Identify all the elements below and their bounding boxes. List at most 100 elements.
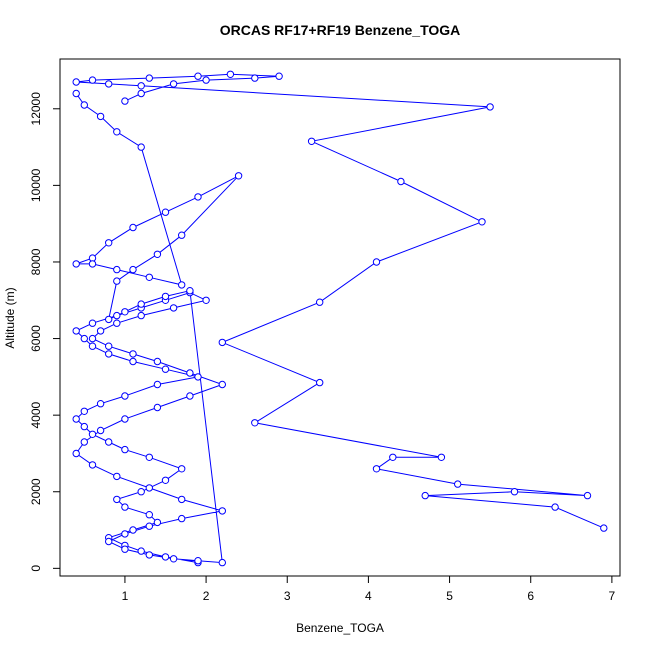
data-point [72, 415, 80, 423]
data-point [137, 82, 145, 90]
data-point [137, 488, 145, 496]
data-point [169, 304, 178, 312]
data-point [88, 461, 97, 469]
data-point [88, 260, 97, 268]
data-point [454, 480, 462, 488]
data-point [153, 357, 162, 366]
data-point [129, 350, 137, 358]
data-point [161, 208, 170, 216]
data-point [178, 495, 186, 504]
data-point [72, 260, 80, 268]
x-tick-label: 3 [284, 589, 291, 603]
data-point [178, 514, 186, 523]
data-point [307, 137, 316, 146]
data-point [583, 491, 592, 500]
data-point [145, 484, 154, 492]
data-point [88, 334, 97, 343]
y-tick-label: 0 [29, 565, 43, 572]
data-point [88, 76, 97, 84]
data-point [80, 407, 89, 415]
data-point [80, 101, 89, 109]
data-point [234, 172, 243, 180]
x-axis: 1 2 3 4 5 6 7 [122, 575, 616, 603]
data-point [121, 445, 129, 454]
chart-title: ORCAS RF17+RF19 Benzene_TOGA [220, 22, 461, 38]
data-point [105, 342, 113, 350]
data-point [121, 530, 129, 538]
data-point [105, 80, 113, 88]
data-point [218, 558, 227, 567]
data-point [137, 547, 145, 555]
data-point [145, 522, 154, 530]
x-tick-label: 7 [609, 589, 616, 603]
data-point [372, 258, 381, 266]
data-point [113, 472, 121, 481]
data-point [161, 553, 170, 561]
data-point [137, 89, 145, 98]
data-point [161, 476, 170, 484]
y-tick-label: 4000 [29, 401, 43, 428]
data-point [105, 350, 113, 358]
data-point [202, 296, 210, 304]
data-point [137, 300, 145, 308]
data-point [88, 319, 97, 327]
data-point [96, 400, 105, 408]
data-point [194, 193, 202, 201]
data-point [194, 72, 202, 80]
data-point [113, 495, 121, 504]
data-point [129, 265, 137, 274]
data-point [153, 518, 162, 527]
data-point [80, 334, 89, 343]
data-point [145, 273, 154, 281]
data-point [194, 557, 202, 565]
y-tick-label: 2000 [29, 478, 43, 505]
data-point [218, 338, 227, 347]
y-tick-label: 12000 [29, 92, 43, 126]
data-point [121, 545, 129, 553]
data-point [194, 373, 202, 381]
data-point [169, 80, 178, 88]
data-point [421, 491, 429, 500]
x-axis-label: Benzene_TOGA [296, 621, 384, 635]
data-point [178, 231, 186, 239]
data-point [105, 537, 113, 546]
data-point [153, 250, 162, 259]
x-tick-label: 1 [122, 589, 129, 603]
data-point [145, 74, 154, 82]
data-point [153, 403, 162, 412]
data-point [96, 426, 105, 435]
data-point [80, 438, 89, 446]
data-point [113, 311, 121, 320]
data-point [186, 287, 194, 295]
data-point [72, 78, 80, 86]
data-point [72, 449, 80, 458]
data-point [88, 430, 97, 438]
data-point [600, 524, 608, 532]
data-point [145, 511, 154, 519]
data-point [478, 218, 486, 226]
data-point [80, 422, 89, 431]
data-point [121, 97, 129, 105]
data-point [218, 507, 227, 515]
y-axis-label: Altitude (m) [3, 287, 17, 348]
data-point [145, 453, 154, 461]
data-point [129, 357, 137, 366]
data-point [169, 555, 178, 563]
data-point [397, 177, 405, 186]
data-point [137, 311, 145, 320]
data-point [105, 438, 113, 446]
x-tick-label: 5 [446, 589, 453, 603]
data-point [145, 551, 154, 559]
data-point [551, 503, 559, 511]
series-group [72, 70, 608, 567]
data-point [251, 419, 259, 427]
data-point [178, 281, 186, 289]
y-axis: 0 2000 4000 6000 8000 10000 12000 [29, 92, 61, 572]
data-point [113, 277, 121, 285]
data-point [510, 488, 519, 496]
data-point [226, 70, 235, 79]
y-tick-label: 8000 [29, 248, 43, 275]
data-point [316, 378, 324, 387]
data-point [105, 315, 113, 324]
